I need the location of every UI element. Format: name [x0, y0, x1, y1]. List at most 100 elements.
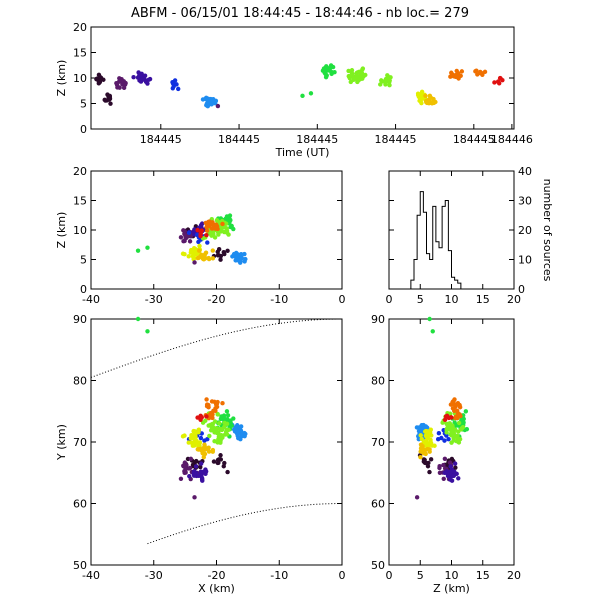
source-point [123, 80, 128, 86]
y-tick-label: 60 [371, 498, 385, 511]
source-point [458, 413, 463, 419]
xy-panel: 50 60 70 80 90 -40 -30 -20 -10 0 Y (km) X (km) [55, 313, 346, 595]
source-point [94, 76, 99, 82]
y-tick-label: 15 [73, 47, 87, 60]
source-point [456, 476, 461, 481]
source-point [450, 72, 455, 77]
source-point [212, 235, 218, 240]
source-point [363, 72, 368, 78]
x-tick-label: 0 [339, 569, 346, 582]
source-point [135, 316, 141, 322]
source-point [193, 441, 199, 446]
source-point [492, 80, 497, 85]
source-point [360, 66, 366, 71]
source-point [191, 471, 196, 476]
source-point [180, 434, 186, 439]
source-point [428, 427, 434, 432]
x-tick-label: 184445 [375, 133, 417, 146]
source-point [430, 329, 435, 334]
source-point [450, 399, 456, 404]
source-point [219, 432, 224, 438]
source-point [418, 433, 423, 438]
source-point [233, 258, 238, 263]
source-point [445, 422, 450, 428]
x-tick-label: -40 [82, 569, 100, 582]
source-point [433, 99, 438, 105]
source-point [308, 91, 314, 96]
source-point [215, 399, 220, 405]
source-point [474, 68, 479, 73]
source-point [225, 469, 230, 475]
x-tick-label: 10 [445, 293, 459, 306]
source-point [227, 217, 232, 222]
source-point [222, 460, 227, 466]
x-axis-label: Time (UT) [275, 146, 330, 159]
source-point [107, 93, 113, 99]
y-tick-label: 50 [73, 559, 87, 572]
source-point [427, 447, 432, 452]
source-point [459, 69, 465, 74]
y-tick-label: 30 [518, 195, 532, 208]
source-point [103, 98, 108, 103]
figure-title: ABFM - 06/15/01 18:44:45 - 18:44:46 - nb… [131, 6, 469, 21]
source-point [480, 72, 485, 77]
source-point [456, 440, 462, 445]
x-tick-label: 20 [507, 569, 521, 582]
source-point [204, 403, 210, 409]
source-point [448, 402, 454, 407]
source-point [211, 426, 216, 431]
source-point [439, 435, 444, 441]
source-point [222, 420, 227, 426]
source-point [450, 426, 455, 432]
source-point [145, 245, 150, 250]
source-point [212, 419, 218, 424]
source-point [206, 449, 212, 454]
source-point [203, 220, 208, 226]
source-point [215, 411, 220, 417]
source-point [458, 427, 464, 432]
source-point [210, 449, 215, 454]
source-point [378, 82, 383, 87]
source-point [197, 243, 202, 249]
x-tick-label: 5 [417, 569, 424, 582]
histogram-panel: 0 10 20 30 40 0 5 10 15 20 number of sources [386, 165, 555, 306]
source-point [220, 401, 225, 406]
source-point [215, 103, 221, 109]
source-point [224, 226, 229, 231]
source-point [192, 255, 197, 261]
source-point [205, 104, 210, 109]
source-point [193, 250, 199, 256]
y-tick-label: 60 [73, 498, 87, 511]
source-point [210, 248, 215, 253]
source-point [437, 464, 442, 469]
source-point [176, 86, 181, 92]
source-point [208, 422, 213, 428]
source-point [421, 451, 426, 456]
source-point [216, 247, 222, 252]
source-point [453, 465, 458, 470]
x-tick-label: 0 [339, 293, 346, 306]
source-point [324, 73, 329, 78]
y-axis-label: Y (km) [55, 424, 68, 461]
source-point [188, 247, 194, 253]
source-point [445, 426, 450, 431]
source-point [137, 78, 142, 83]
source-point [387, 83, 392, 88]
source-point [214, 429, 219, 434]
y-tick-label: 80 [371, 375, 385, 388]
source-point [418, 454, 423, 460]
source-point [236, 253, 241, 258]
source-point [419, 92, 424, 98]
source-point [452, 461, 458, 466]
x-tick-label: -10 [270, 293, 288, 306]
source-point [441, 476, 446, 481]
source-point [422, 460, 428, 465]
y-axis-label: number of sources [541, 179, 554, 282]
source-point [453, 416, 458, 421]
source-point [448, 477, 453, 482]
y-tick-label: 10 [518, 254, 532, 267]
source-point [300, 93, 305, 99]
source-point [414, 425, 420, 430]
source-point [449, 432, 454, 438]
x-tick-label: 15 [476, 569, 490, 582]
